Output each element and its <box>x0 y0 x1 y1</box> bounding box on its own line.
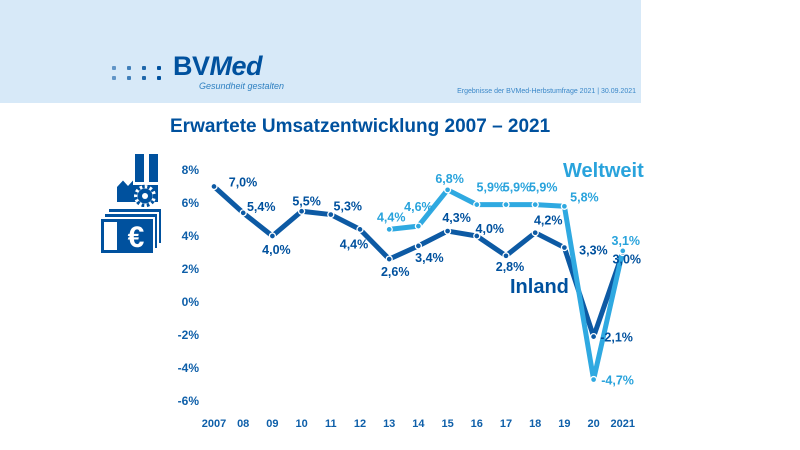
y-axis-label: -2% <box>178 328 200 342</box>
data-point-weltweit <box>443 186 452 194</box>
bvmed-logo: BVMed Gesundheit gestalten <box>112 51 285 91</box>
data-label-weltweit: 5,9% <box>477 181 506 195</box>
data-label-inland: 2,6% <box>381 265 410 279</box>
x-axis-label: 09 <box>266 418 278 430</box>
data-label-weltweit: 4,4% <box>377 210 406 224</box>
data-point-inland <box>268 232 277 240</box>
data-point-inland <box>531 229 539 237</box>
data-point-inland <box>414 242 423 250</box>
data-point-weltweit <box>531 200 539 209</box>
logo-tagline: Gesundheit gestalten <box>199 81 285 91</box>
data-point-inland <box>502 252 510 260</box>
y-axis-label: 4% <box>182 229 200 243</box>
chart-title: Erwartete Umsatzentwicklung 2007 – 2021 <box>170 116 551 137</box>
y-axis-label: 8% <box>182 163 200 177</box>
data-label-inland: 3,4% <box>415 251 444 265</box>
series-name-label-inland: Inland <box>510 276 569 298</box>
data-label-inland: 4,2% <box>534 214 563 228</box>
data-label-inland: 4,3% <box>442 211 471 225</box>
data-label-weltweit: -4,7% <box>601 374 634 388</box>
x-axis-label: 11 <box>325 418 337 430</box>
data-label-inland: -2,1% <box>600 331 633 345</box>
y-axis-label: -6% <box>178 394 200 408</box>
data-point-weltweit <box>502 200 510 209</box>
factory-icon <box>117 154 158 208</box>
data-point-weltweit <box>619 247 627 255</box>
data-point-weltweit <box>473 200 481 209</box>
data-label-weltweit: 5,9% <box>529 181 558 195</box>
series-line-weltweit <box>386 187 626 383</box>
x-axis-label: 2007 <box>202 418 226 430</box>
x-axis-label: 18 <box>529 418 541 430</box>
data-point-inland <box>589 332 598 341</box>
data-label-weltweit: 4,6% <box>404 200 433 214</box>
y-axis-label: 2% <box>182 262 200 276</box>
data-point-inland <box>473 232 481 240</box>
data-point-inland <box>385 255 393 263</box>
data-point-weltweit <box>560 202 569 210</box>
series-name-label-weltweit: Weltweit <box>563 160 644 182</box>
data-label-weltweit: 3,1% <box>612 234 641 248</box>
y-axis-label: 0% <box>182 295 200 309</box>
data-point-inland <box>297 207 306 215</box>
data-label-inland: 4,0% <box>262 243 291 257</box>
x-axis-label: 14 <box>412 418 425 430</box>
logo-wordmark: BVMed <box>173 51 263 81</box>
data-label-inland: 3,0% <box>613 253 642 267</box>
data-label-inland: 4,4% <box>340 237 369 251</box>
data-label-weltweit: 5,8% <box>570 190 599 204</box>
x-axis-label: 16 <box>471 418 483 430</box>
data-point-inland <box>443 227 452 235</box>
y-axis-label: -4% <box>178 361 200 375</box>
data-label-inland: 4,0% <box>476 222 505 236</box>
data-label-inland: 2,8% <box>496 260 525 274</box>
data-point-weltweit <box>414 222 423 230</box>
data-point-weltweit <box>385 225 393 234</box>
data-label-weltweit: 6,8% <box>435 172 464 186</box>
data-point-inland <box>210 182 218 191</box>
data-label-inland: 5,4% <box>247 200 276 214</box>
x-axis-label: 13 <box>383 418 395 430</box>
data-label-inland: 3,3% <box>579 244 608 258</box>
x-axis-label: 10 <box>295 418 307 430</box>
header-meta-text: Ergebnisse der BVMed-Herbstumfrage 2021 … <box>457 88 636 95</box>
data-point-inland <box>356 225 364 234</box>
data-label-inland: 7,0% <box>229 176 258 190</box>
data-label-inland: 5,5% <box>292 194 321 208</box>
x-axis-label: 20 <box>587 418 599 430</box>
data-point-weltweit <box>589 375 598 384</box>
x-axis-label: 12 <box>354 418 366 430</box>
x-axis-label: 17 <box>500 418 512 430</box>
data-label-weltweit: 5,9% <box>503 181 532 195</box>
header-band: BVMed Gesundheit gestalten Ergebnisse de… <box>0 0 641 103</box>
logo-dots-icon <box>112 65 162 80</box>
euro-banknotes-icon: € <box>99 207 163 255</box>
data-point-inland <box>560 243 569 252</box>
x-axis-label: 19 <box>558 418 570 430</box>
data-point-inland <box>239 209 247 217</box>
x-axis-label: 2021 <box>611 418 635 430</box>
x-axis-label: 15 <box>441 418 453 430</box>
svg-text:€: € <box>128 221 145 254</box>
y-axis-label: 6% <box>182 196 200 210</box>
x-axis-label: 08 <box>237 418 249 430</box>
data-label-inland: 5,3% <box>334 200 363 214</box>
data-point-inland <box>327 210 335 219</box>
